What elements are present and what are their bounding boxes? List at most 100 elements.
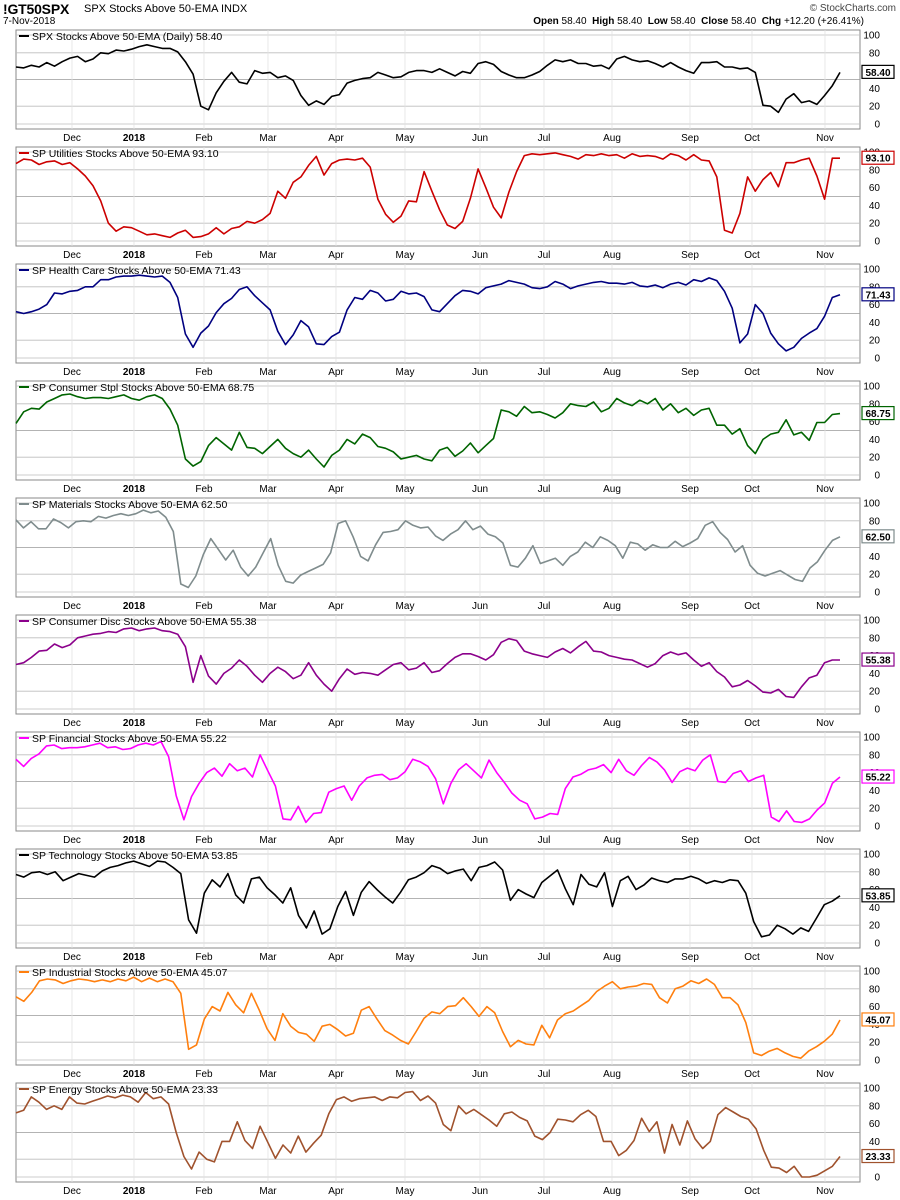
panel-title: SP Consumer Stpl Stocks Above 50-EMA 68.…	[32, 382, 254, 394]
x-tick-label: Jul	[538, 250, 551, 261]
x-tick-label: 2018	[123, 952, 146, 963]
x-tick-label: Oct	[744, 835, 760, 846]
last-value-label: 23.33	[865, 1152, 890, 1163]
y-tick-label: 0	[874, 354, 880, 365]
x-tick-label: Feb	[195, 133, 213, 144]
open-value: 58.40	[561, 16, 587, 27]
x-tick-label: Jun	[472, 133, 488, 144]
x-tick-label: Oct	[744, 484, 760, 495]
series-line	[15, 740, 841, 824]
x-tick-label: Aug	[603, 133, 621, 144]
x-tick-label: Dec	[63, 835, 81, 846]
x-tick-label: Aug	[603, 952, 621, 963]
x-tick-label: Sep	[681, 484, 699, 495]
last-value-label: 68.75	[865, 409, 890, 420]
x-tick-label: May	[396, 601, 415, 612]
x-tick-label: Sep	[681, 952, 699, 963]
x-tick-label: Nov	[816, 835, 834, 846]
x-tick-label: Oct	[744, 601, 760, 612]
series-line	[15, 43, 841, 114]
last-value-flag	[861, 287, 895, 302]
x-tick-label: Sep	[681, 718, 699, 729]
x-tick-label: Dec	[63, 484, 81, 495]
panel-title: SP Materials Stocks Above 50-EMA 62.50	[32, 499, 227, 511]
x-tick-label: Dec	[63, 718, 81, 729]
y-tick-label: 40	[869, 669, 881, 680]
open-label: Open	[533, 16, 559, 27]
x-tick-label: Feb	[195, 718, 213, 729]
x-tick-label: Nov	[816, 250, 834, 261]
x-tick-label: Jun	[472, 718, 488, 729]
exchange-label: INDX	[220, 3, 248, 15]
series-line	[15, 976, 841, 1059]
index-title: SPX Stocks Above 50-EMA	[84, 3, 218, 15]
y-tick-label: 0	[874, 1173, 880, 1184]
x-tick-label: Oct	[744, 133, 760, 144]
last-value-flag	[861, 405, 895, 421]
series-line	[15, 509, 841, 589]
x-tick-label: Feb	[195, 250, 213, 261]
chart-header: !GT50SPX SPX Stocks Above 50-EMA INDX 7-…	[0, 0, 900, 30]
x-tick-label: Nov	[816, 1069, 834, 1080]
y-tick-label: 60	[869, 300, 881, 311]
y-tick-label: 80	[869, 165, 881, 176]
x-tick-label: Mar	[259, 718, 277, 729]
high-label: High	[592, 16, 615, 27]
last-value-flag	[861, 769, 895, 784]
low-label: Low	[647, 16, 668, 27]
x-tick-label: Jun	[472, 367, 488, 378]
panel-title: SP Industrial Stocks Above 50-EMA 45.07	[32, 967, 227, 979]
x-tick-label: Nov	[816, 718, 834, 729]
x-tick-label: May	[396, 718, 415, 729]
last-value-label: 93.10	[865, 154, 890, 165]
x-tick-label: Feb	[195, 1186, 213, 1197]
x-tick-label: Oct	[744, 367, 760, 378]
x-tick-label: Dec	[63, 1186, 81, 1197]
y-tick-label: 20	[869, 687, 881, 698]
x-tick-label: Jun	[472, 835, 488, 846]
last-value-flag	[861, 64, 895, 79]
last-value-flag	[861, 1012, 895, 1027]
x-tick-label: Jul	[538, 835, 551, 846]
x-tick-label: Jun	[472, 250, 488, 261]
x-tick-label: Dec	[63, 367, 81, 378]
x-tick-label: Mar	[259, 601, 277, 612]
x-tick-label: May	[396, 952, 415, 963]
last-value-flag	[861, 652, 895, 667]
y-tick-label: 60	[869, 1002, 881, 1013]
y-tick-label: 60	[869, 1119, 881, 1130]
x-tick-label: Feb	[195, 484, 213, 495]
last-value-label: 71.43	[865, 290, 890, 301]
x-tick-label: Sep	[681, 1186, 699, 1197]
y-tick-label: 80	[869, 867, 881, 878]
x-tick-label: 2018	[123, 484, 146, 495]
y-tick-label: 100	[863, 382, 880, 393]
y-tick-label: 0	[874, 588, 880, 599]
x-tick-label: Aug	[603, 484, 621, 495]
x-tick-label: Nov	[816, 133, 834, 144]
last-value-label: 55.22	[865, 773, 890, 784]
x-tick-label: Oct	[744, 952, 760, 963]
y-tick-label: 20	[869, 219, 881, 230]
y-tick-label: 20	[869, 453, 881, 464]
x-tick-label: Sep	[681, 367, 699, 378]
y-tick-label: 20	[869, 804, 881, 815]
x-tick-label: Nov	[816, 484, 834, 495]
x-tick-label: Sep	[681, 1069, 699, 1080]
x-tick-label: Mar	[259, 1069, 277, 1080]
last-value-flag	[861, 1148, 895, 1164]
series-line	[15, 274, 841, 352]
x-tick-label: Mar	[259, 1186, 277, 1197]
y-tick-label: 40	[869, 435, 881, 446]
x-tick-label: Jun	[472, 484, 488, 495]
chart-panel-4: 0 20 40 60 80 100 SP Consumer Stpl Stocks Abov…	[15, 380, 895, 495]
x-tick-label: Oct	[744, 1186, 760, 1197]
y-tick-label: 0	[874, 471, 880, 482]
x-tick-label: Dec	[63, 1069, 81, 1080]
x-tick-label: Jul	[538, 133, 551, 144]
x-tick-label: Nov	[816, 952, 834, 963]
